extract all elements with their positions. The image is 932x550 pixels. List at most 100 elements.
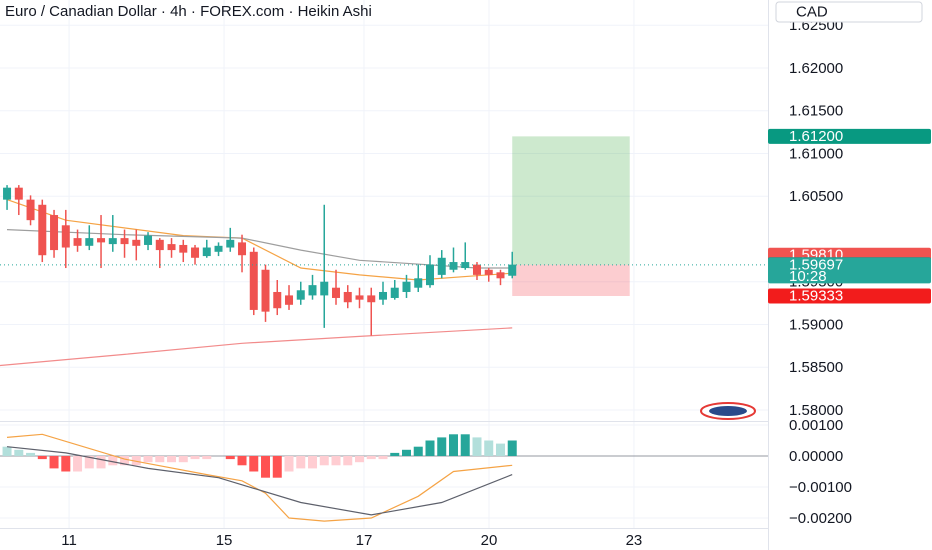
x-tick-label: 15 bbox=[216, 532, 233, 549]
histogram-bar bbox=[84, 455, 94, 469]
y-tick-label: 1.59000 bbox=[789, 316, 843, 333]
histogram-bar bbox=[425, 440, 435, 456]
y-tick-label: 0.00100 bbox=[789, 417, 843, 434]
candle-body bbox=[355, 295, 364, 300]
price-tag bbox=[768, 128, 931, 144]
candle-body bbox=[414, 278, 423, 288]
y-tick-label: −0.00200 bbox=[789, 510, 852, 527]
x-tick-label: 23 bbox=[626, 532, 643, 549]
price-tag-label: 1.61200 bbox=[789, 128, 843, 145]
candle-body bbox=[320, 281, 329, 296]
indicator-icon[interactable] bbox=[700, 402, 756, 420]
y-tick-label: 1.58000 bbox=[789, 402, 843, 419]
candle-body bbox=[120, 238, 129, 245]
candle-body bbox=[214, 245, 223, 252]
candle-body bbox=[496, 272, 505, 279]
histogram-bar bbox=[378, 455, 388, 460]
candle-body bbox=[379, 291, 388, 300]
histogram-bar bbox=[73, 455, 83, 472]
candle-body bbox=[390, 287, 399, 298]
currency-button[interactable] bbox=[775, 1, 923, 23]
candle-body bbox=[425, 264, 434, 286]
histogram-bar bbox=[437, 437, 447, 456]
candle-body bbox=[85, 238, 94, 246]
candle-body bbox=[144, 235, 153, 245]
x-tick-label: 17 bbox=[356, 532, 373, 549]
candle-body bbox=[285, 295, 294, 305]
histogram-bar bbox=[61, 455, 71, 472]
y-tick-label: 0.00000 bbox=[789, 448, 843, 465]
indicator-line bbox=[0, 327, 513, 367]
y-tick-label: 1.60500 bbox=[789, 188, 843, 205]
candle-body bbox=[343, 291, 352, 303]
histogram-bar bbox=[178, 455, 188, 463]
stop-loss-zone bbox=[512, 264, 630, 296]
candle-body bbox=[449, 262, 458, 270]
histogram-bar bbox=[261, 455, 271, 478]
histogram-bar bbox=[401, 449, 411, 456]
histogram-bar bbox=[484, 440, 494, 456]
histogram-bar bbox=[249, 455, 259, 472]
candle-body bbox=[296, 290, 305, 300]
candle-body bbox=[249, 251, 258, 310]
histogram-bar bbox=[225, 455, 235, 460]
price-tag bbox=[768, 257, 931, 284]
plot-layer bbox=[0, 136, 768, 522]
candle-body bbox=[202, 247, 211, 257]
candle-body bbox=[155, 239, 164, 251]
histogram-bar bbox=[14, 449, 24, 456]
candle-body bbox=[332, 287, 341, 298]
candle-body bbox=[191, 247, 200, 258]
histogram-bar bbox=[237, 455, 247, 466]
currency-label: CAD bbox=[796, 3, 828, 20]
candle-body bbox=[26, 199, 35, 221]
histogram-bar bbox=[319, 455, 329, 466]
histogram-bar bbox=[308, 455, 318, 469]
axis-layer: 1.625001.620001.615001.610001.605001.595… bbox=[61, 17, 931, 549]
candle-body bbox=[226, 239, 235, 248]
histogram-bar bbox=[413, 446, 423, 456]
indicator-line bbox=[6, 199, 513, 281]
histogram-bar bbox=[26, 452, 36, 456]
histogram-bar bbox=[155, 455, 165, 463]
candle-body bbox=[50, 215, 59, 251]
indicator-line bbox=[6, 446, 513, 516]
histogram-bar bbox=[190, 455, 200, 460]
histogram-bar bbox=[507, 440, 517, 456]
histogram-bar bbox=[143, 455, 153, 463]
histogram-bar bbox=[167, 455, 177, 463]
histogram-bar bbox=[202, 455, 212, 460]
histogram-bar bbox=[37, 455, 47, 460]
chart-title: Euro / Canadian Dollar · 4h · FOREX.com … bbox=[5, 3, 372, 20]
price-tag bbox=[768, 288, 931, 304]
histogram-bar bbox=[331, 455, 341, 466]
histogram-bar bbox=[355, 455, 365, 463]
candle-body bbox=[132, 239, 141, 246]
histogram-bar bbox=[272, 455, 282, 478]
histogram-bar bbox=[343, 455, 353, 466]
candle-body bbox=[179, 244, 188, 253]
candle-body bbox=[73, 238, 82, 246]
x-tick-label: 20 bbox=[481, 532, 498, 549]
candle-body bbox=[238, 242, 247, 256]
candle-body bbox=[14, 187, 23, 200]
take-profit-zone bbox=[512, 136, 630, 265]
y-tick-label: −0.00100 bbox=[789, 479, 852, 496]
y-tick-label: 1.61500 bbox=[789, 103, 843, 120]
price-tag-label: 1.59333 bbox=[789, 287, 843, 304]
price-countdown: 10:28 bbox=[789, 268, 827, 285]
indicator-line bbox=[6, 433, 513, 522]
candle-body bbox=[308, 285, 317, 296]
candle-body bbox=[402, 281, 411, 292]
histogram-bar bbox=[96, 455, 106, 469]
x-tick-label: 11 bbox=[61, 532, 77, 549]
candle-body bbox=[61, 225, 70, 248]
candle-body bbox=[97, 238, 106, 243]
histogram-bar bbox=[366, 455, 376, 460]
candle-body bbox=[38, 204, 47, 256]
histogram-bar bbox=[460, 434, 470, 456]
candle-body bbox=[167, 244, 176, 251]
histogram-bar bbox=[49, 455, 59, 469]
histogram-bar bbox=[2, 446, 12, 456]
